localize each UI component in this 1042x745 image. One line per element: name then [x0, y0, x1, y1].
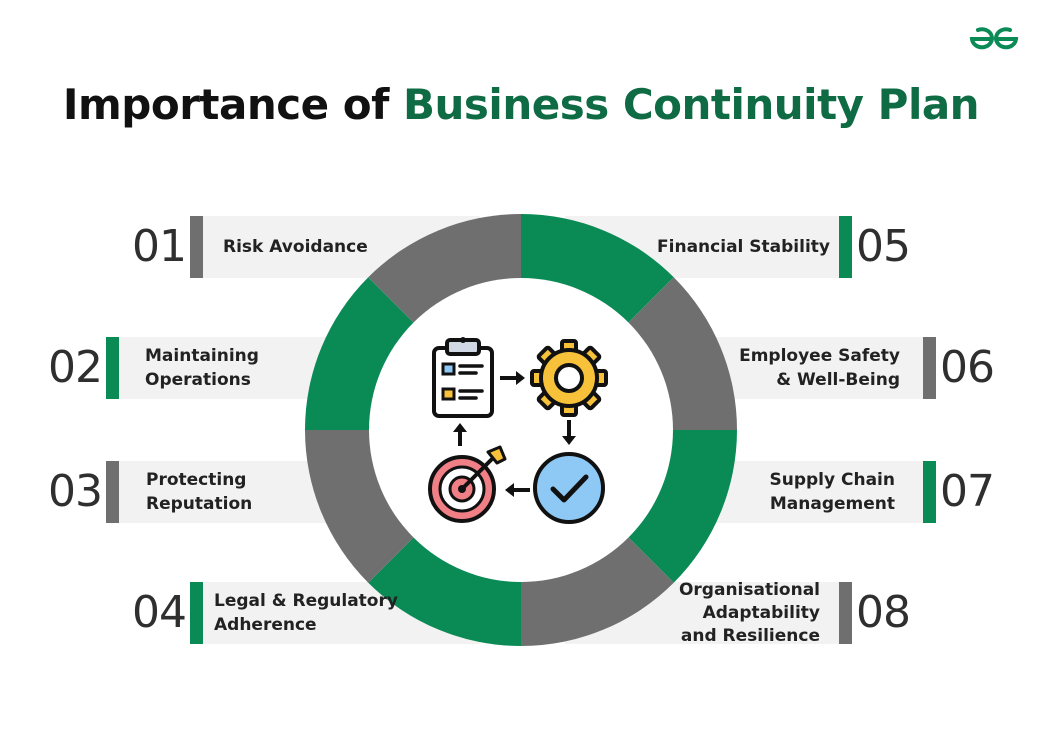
gear-icon	[530, 339, 608, 417]
item-bar-02	[106, 337, 119, 399]
item-label-07: Supply Chain Management	[769, 470, 896, 514]
item-number-02: 02	[48, 342, 103, 393]
item-bar-05	[839, 216, 852, 278]
item-label-08: Organisational Adaptability and Resilien…	[678, 579, 820, 646]
item-bar-01	[190, 216, 203, 278]
item-label-02: Maintaining Operations	[145, 346, 259, 390]
item-number-06: 06	[940, 342, 995, 393]
item-number-08: 08	[856, 587, 911, 638]
item-number-03: 03	[48, 466, 103, 517]
arrow-down-icon	[562, 420, 576, 445]
checkmark-badge-icon	[533, 452, 605, 524]
item-number-07: 07	[940, 466, 995, 517]
arrow-left-icon	[505, 483, 530, 497]
item-bar-08	[839, 582, 852, 644]
clipboard-checklist-icon	[432, 337, 494, 418]
item-number-04: 04	[132, 587, 187, 638]
item-label-05: Financial Stability	[657, 237, 830, 257]
target-arrow-icon	[428, 445, 507, 523]
item-label-01: Risk Avoidance	[223, 237, 368, 257]
arrow-right-icon	[500, 371, 525, 385]
title-part-1: Importance of	[62, 80, 404, 129]
page-title: Importance of Business Continuity Plan	[0, 80, 1042, 129]
item-bar-07	[923, 461, 936, 523]
title-part-2: Business Continuity Plan	[403, 80, 980, 129]
arrow-up-icon	[453, 423, 467, 446]
item-label-06: Employee Safety & Well-Being	[739, 346, 900, 390]
geeksforgeeks-logo-icon	[969, 27, 1019, 50]
item-label-04: Legal & Regulatory Adherence	[214, 591, 398, 635]
item-bar-04	[190, 582, 203, 644]
item-label-03: Protecting Reputation	[146, 470, 253, 514]
item-number-05: 05	[856, 221, 911, 272]
item-number-01: 01	[132, 221, 187, 272]
item-bar-06	[923, 337, 936, 399]
item-bar-03	[106, 461, 119, 523]
